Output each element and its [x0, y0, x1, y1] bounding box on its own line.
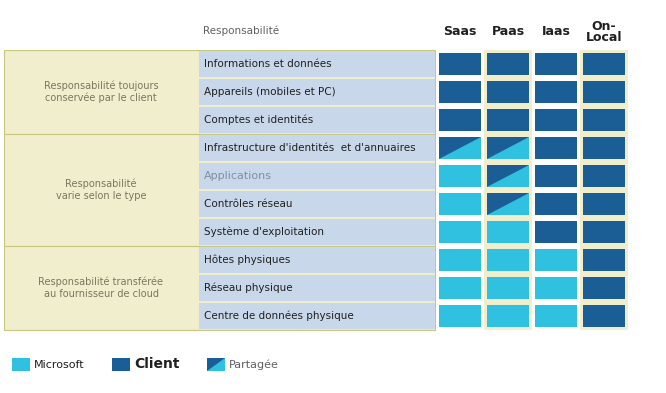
Bar: [535, 221, 577, 243]
Text: Microsoft: Microsoft: [34, 360, 85, 369]
Text: Client: Client: [134, 358, 180, 371]
Bar: [199, 275, 435, 301]
Bar: [199, 135, 435, 161]
Bar: [487, 109, 529, 131]
Bar: [535, 109, 577, 131]
Bar: [199, 79, 435, 105]
Text: Informations et données: Informations et données: [204, 59, 332, 69]
Bar: [4, 134, 435, 246]
Bar: [484, 50, 532, 330]
Bar: [487, 137, 529, 159]
Text: Paas: Paas: [492, 25, 525, 38]
Bar: [580, 50, 628, 330]
Bar: [112, 358, 130, 371]
Text: Responsabilité: Responsabilité: [203, 25, 279, 35]
Text: Appareils (mobiles et PC): Appareils (mobiles et PC): [204, 87, 336, 97]
Bar: [439, 277, 481, 299]
Text: Contrôles réseau: Contrôles réseau: [204, 199, 292, 209]
Bar: [439, 249, 481, 271]
Text: Infrastructure d'identités  et d'annuaires: Infrastructure d'identités et d'annuaire…: [204, 143, 416, 153]
Bar: [439, 109, 481, 131]
Text: Responsabilité toujours
conservée par le client: Responsabilité toujours conservée par le…: [44, 81, 159, 103]
Bar: [487, 165, 529, 187]
Bar: [583, 277, 625, 299]
Bar: [535, 137, 577, 159]
Bar: [439, 137, 481, 159]
Bar: [487, 53, 529, 75]
Bar: [487, 305, 529, 327]
Text: Partagée: Partagée: [229, 359, 279, 370]
Text: Responsabilité
varie selon le type: Responsabilité varie selon le type: [56, 179, 147, 201]
Bar: [535, 249, 577, 271]
Bar: [207, 358, 225, 371]
Bar: [199, 107, 435, 133]
Bar: [439, 193, 481, 215]
Polygon shape: [207, 358, 225, 371]
Text: Applications: Applications: [204, 171, 272, 181]
Bar: [535, 305, 577, 327]
Text: Réseau physique: Réseau physique: [204, 283, 292, 293]
Bar: [535, 53, 577, 75]
Text: Système d'exploitation: Système d'exploitation: [204, 227, 324, 237]
Bar: [535, 193, 577, 215]
Bar: [583, 81, 625, 103]
Bar: [583, 249, 625, 271]
Text: Saas: Saas: [444, 25, 477, 38]
Bar: [583, 53, 625, 75]
Bar: [487, 221, 529, 243]
Bar: [535, 277, 577, 299]
Text: Hôtes physiques: Hôtes physiques: [204, 255, 290, 265]
Bar: [583, 165, 625, 187]
Bar: [583, 109, 625, 131]
Text: Comptes et identités: Comptes et identités: [204, 115, 313, 125]
Bar: [439, 53, 481, 75]
Bar: [199, 247, 435, 273]
Bar: [535, 81, 577, 103]
Bar: [535, 165, 577, 187]
Bar: [487, 249, 529, 271]
Polygon shape: [487, 137, 529, 159]
Bar: [4, 246, 435, 330]
Bar: [583, 305, 625, 327]
Bar: [439, 81, 481, 103]
Bar: [487, 81, 529, 103]
Bar: [583, 137, 625, 159]
Text: Responsabilité transférée
au fournisseur de cloud: Responsabilité transférée au fournisseur…: [39, 277, 163, 299]
Bar: [199, 163, 435, 189]
Bar: [439, 305, 481, 327]
Bar: [199, 219, 435, 245]
Bar: [4, 50, 435, 134]
Bar: [583, 193, 625, 215]
Text: Centre de données physique: Centre de données physique: [204, 311, 354, 321]
Bar: [487, 277, 529, 299]
Bar: [583, 221, 625, 243]
Bar: [199, 303, 435, 329]
Text: Iaas: Iaas: [541, 25, 571, 38]
Text: Local: Local: [586, 31, 622, 44]
Polygon shape: [487, 193, 529, 215]
Polygon shape: [487, 165, 529, 187]
Bar: [487, 193, 529, 215]
Text: On-: On-: [591, 20, 616, 33]
Bar: [199, 191, 435, 217]
Bar: [12, 358, 30, 371]
Bar: [439, 221, 481, 243]
Bar: [199, 51, 435, 77]
Polygon shape: [439, 137, 481, 159]
Bar: [439, 165, 481, 187]
